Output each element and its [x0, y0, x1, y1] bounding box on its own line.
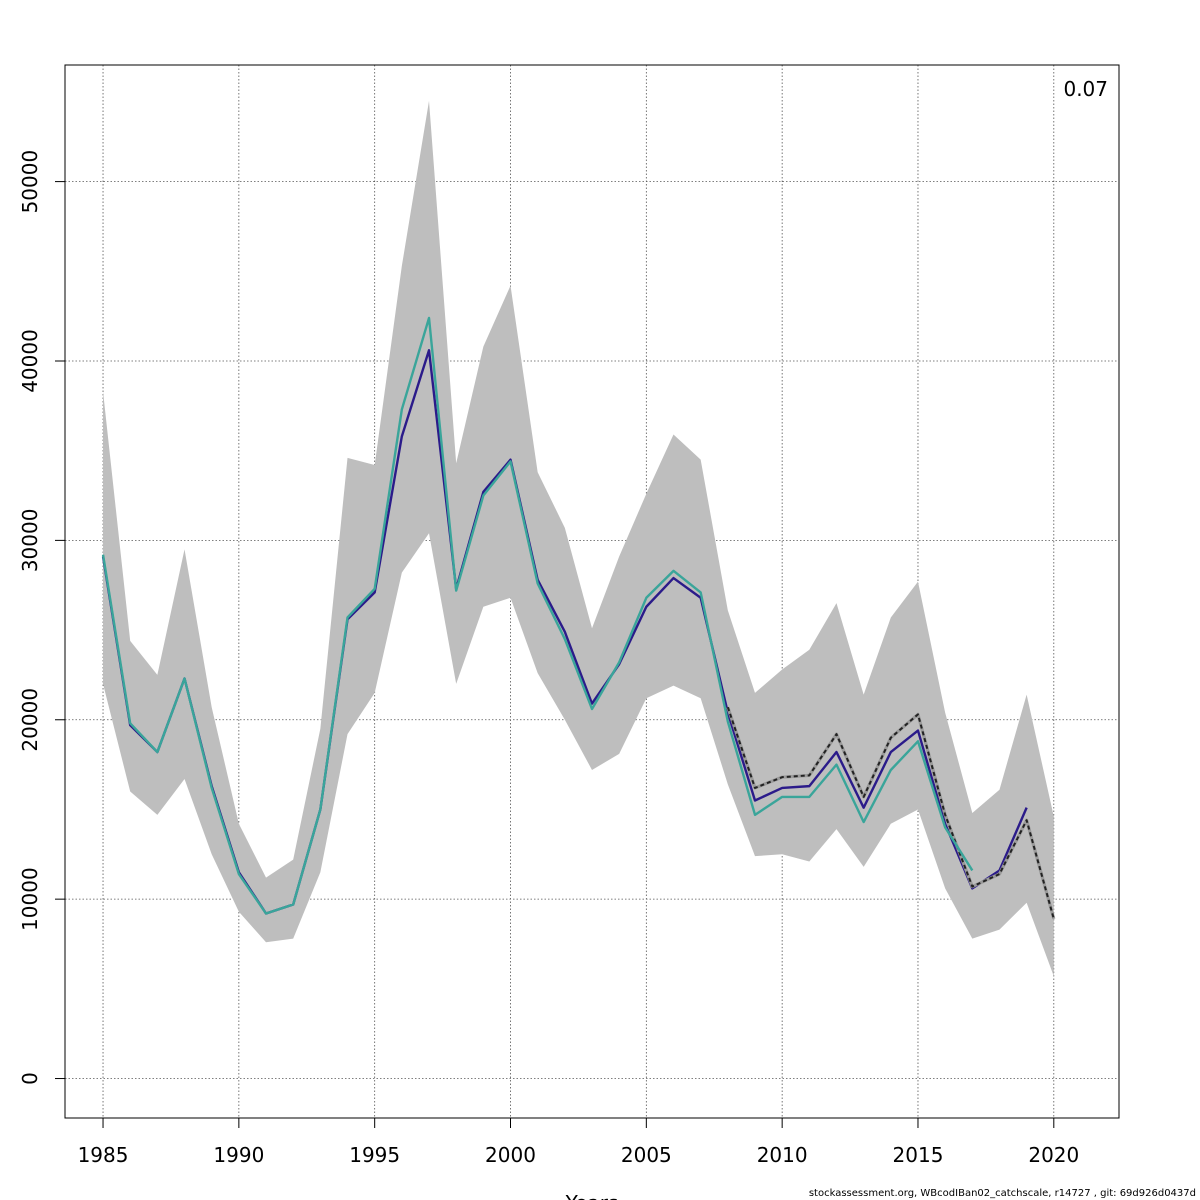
- axis-layer: 1985 1990 1995 2000 2005 2010 2015 2020 0 10000 20…: [18, 150, 1079, 1167]
- plot-frame: [64, 64, 1120, 1119]
- x-tick-label: 2015: [893, 1143, 944, 1167]
- x-tick-label: 1985: [78, 1143, 129, 1167]
- confidence-band: [103, 100, 1054, 977]
- x-tick-label: 1995: [349, 1143, 400, 1167]
- corner-label: 0.07: [1063, 77, 1108, 101]
- x-tick-label: 2010: [757, 1143, 808, 1167]
- x-tick-label: 2005: [621, 1143, 672, 1167]
- y-tick-label: 50000: [18, 150, 42, 214]
- grid-layer: [65, 65, 1119, 1118]
- y-tick-label: 0: [18, 1072, 42, 1085]
- x-tick-label: 1990: [213, 1143, 264, 1167]
- x-axis-title: Years: [565, 1191, 619, 1200]
- series-line-2: [101, 316, 974, 915]
- y-tick-label: 40000: [18, 329, 42, 393]
- x-tick-label: 2020: [1028, 1143, 1079, 1167]
- y-tick-label: 20000: [18, 688, 42, 752]
- y-tick-label: 10000: [18, 867, 42, 931]
- x-tick-label: 2000: [485, 1143, 536, 1167]
- series-line-1: [726, 706, 1055, 920]
- y-tick-label: 30000: [18, 509, 42, 573]
- series-layer: [101, 316, 1056, 920]
- footer-credit: stockassessment.org, WBcodIBan02_catchsc…: [808, 1188, 1196, 1199]
